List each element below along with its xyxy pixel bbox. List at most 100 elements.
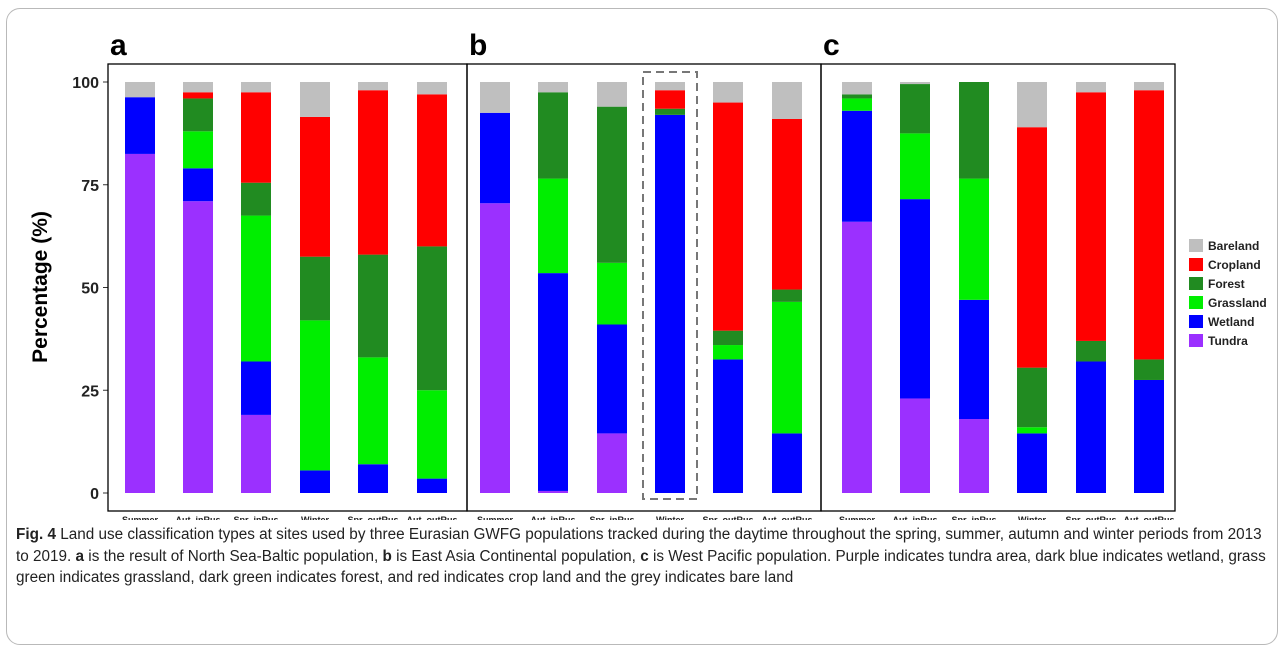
x-tick-label: Aut_inRus: [531, 515, 576, 520]
x-tick-label: Summer: [839, 515, 876, 520]
x-tick-label: Spr_inRus: [951, 515, 996, 520]
bar-segment-forest: [597, 106, 627, 263]
legend-label: Wetland: [1208, 315, 1254, 329]
bar-segment-cropland: [1076, 92, 1106, 341]
y-tick-label: 100: [72, 75, 99, 92]
bar-segment-cropland: [183, 92, 213, 99]
bar-segment-bareland: [183, 82, 213, 93]
y-tick-label: 0: [90, 486, 99, 503]
x-tick-label: Aut_outRus: [1124, 515, 1175, 520]
bar-segment-tundra: [241, 414, 271, 493]
legend-swatch-grassland: [1189, 296, 1203, 309]
bar-segment-wetland: [959, 299, 989, 420]
bar-segment-grassland: [772, 301, 802, 434]
legend-swatch-wetland: [1189, 315, 1203, 328]
bar-segment-forest: [1134, 359, 1164, 380]
bar-segment-tundra: [842, 221, 872, 494]
bar-segment-grassland: [417, 390, 447, 479]
bar-segment-forest: [183, 98, 213, 132]
bar-segment-forest: [241, 182, 271, 216]
panel-a: a Summer Aut_inRus Spr_inRus Winter Spr_outRu…: [107, 29, 468, 520]
bar-segment-bareland: [241, 82, 271, 93]
bar-segment-bareland: [655, 82, 685, 91]
legend-swatch-tundra: [1189, 334, 1203, 347]
bar-segment-cropland: [713, 102, 743, 331]
bar-segment-grassland: [241, 215, 271, 362]
bar-segment-bareland: [358, 82, 388, 91]
bar-segment-wetland: [842, 110, 872, 222]
bar-segment-tundra: [538, 490, 568, 493]
x-tick-label: Winter: [301, 515, 329, 520]
legend-label: Forest: [1208, 277, 1245, 291]
bar-segment-wetland: [772, 433, 802, 493]
caption-text: is West Pacific population. Purple indic…: [16, 547, 1266, 587]
y-tick-label: 50: [81, 281, 99, 298]
bar-segment-bareland: [900, 82, 930, 85]
panel-label: a: [110, 29, 127, 62]
bar-segment-forest: [1017, 367, 1047, 428]
bar-segment-grassland: [842, 98, 872, 111]
bar-segment-bareland: [417, 82, 447, 95]
bar-segment-cropland: [772, 118, 802, 290]
legend-label: Cropland: [1208, 258, 1261, 272]
bar-segment-forest: [358, 254, 388, 358]
bar-segment-bareland: [597, 82, 627, 107]
bar-segment-grassland: [1017, 427, 1047, 434]
bar-segment-forest: [300, 256, 330, 321]
bar-segment-grassland: [959, 178, 989, 300]
panel-frame: [820, 63, 1176, 512]
bar-segment-tundra: [480, 203, 510, 493]
bar-segment-cropland: [358, 90, 388, 255]
x-tick-label: Spr_outRus: [1065, 515, 1116, 520]
y-tick-label: 75: [81, 178, 99, 195]
bar-segment-forest: [538, 92, 568, 179]
panel-c: c Summer Aut_inRus Spr_inRus Winter Spr_outRu…: [820, 29, 1176, 520]
bar-segment-grassland: [597, 262, 627, 325]
bar-segment-bareland: [1017, 82, 1047, 128]
y-axis-label: Percentage (%): [29, 211, 52, 363]
legend-swatch-cropland: [1189, 258, 1203, 271]
highlight-box: [642, 71, 698, 500]
panel-label: b: [469, 29, 487, 62]
bar-segment-bareland: [772, 82, 802, 119]
bar-segment-cropland: [1017, 127, 1047, 368]
bar-segment-grassland: [300, 320, 330, 471]
bar-segment-bareland: [713, 82, 743, 103]
bar-segment-cropland: [417, 94, 447, 247]
bar-segment-wetland: [900, 199, 930, 399]
bar-segment-forest: [655, 108, 685, 115]
bar-segment-wetland: [241, 361, 271, 415]
x-tick-label: Aut_outRus: [407, 515, 458, 520]
x-tick-label: Winter: [1018, 515, 1046, 520]
bar-segment-wetland: [480, 112, 510, 204]
bar-segment-wetland: [1017, 433, 1047, 493]
x-tick-label: Spr_inRus: [233, 515, 278, 520]
bar-segment-wetland: [538, 273, 568, 491]
panel-label: c: [823, 29, 840, 62]
bar-segment-wetland: [1076, 361, 1106, 493]
legend-label: Tundra: [1208, 334, 1248, 348]
figure-frame: [6, 8, 1278, 645]
bar-segment-bareland: [1134, 82, 1164, 91]
bar-segment-grassland: [183, 131, 213, 169]
bar-segment-wetland: [183, 168, 213, 202]
bar-segment-forest: [900, 84, 930, 134]
legend-label: Grassland: [1208, 296, 1267, 310]
legend-swatch-bareland: [1189, 239, 1203, 252]
bar-segment-forest: [1076, 340, 1106, 362]
x-tick-label: Aut_inRus: [893, 515, 938, 520]
bar-segment-tundra: [959, 419, 989, 493]
caption-text: Land use classification types at sites u…: [16, 526, 1262, 565]
caption-text: is East Asia Continental population,: [391, 547, 641, 565]
bar-segment-wetland: [358, 464, 388, 493]
panel-b: b Summer Aut_inRus Spr_inRus Winter Spr_outRu…: [466, 29, 822, 520]
figure-caption: Fig. 4 Land use classification types at …: [16, 524, 1266, 589]
bar-segment-forest: [713, 330, 743, 346]
bar-segment-forest: [842, 94, 872, 99]
bar-segment-grassland: [358, 357, 388, 465]
chart-panels: a Summer Aut_inRus Spr_inRus Winter Spr_outRu…: [107, 29, 1176, 520]
bar-segment-wetland: [713, 359, 743, 493]
bar-segment-tundra: [597, 433, 627, 493]
legend-label: Bareland: [1208, 239, 1259, 253]
bar-segment-forest: [417, 246, 447, 391]
